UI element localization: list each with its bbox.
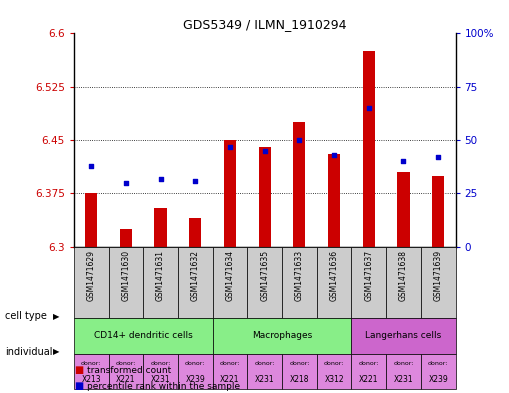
Bar (213, 247, 247, 318)
Bar (328, 154, 340, 247)
Text: X213: X213 (81, 375, 101, 384)
Bar (143, 354, 178, 389)
Text: GSM1471639: GSM1471639 (434, 250, 443, 301)
Bar (363, 51, 375, 247)
Text: donor:: donor: (116, 361, 136, 366)
Text: X231: X231 (255, 375, 274, 384)
Bar (317, 247, 351, 318)
Text: CD14+ dendritic cells: CD14+ dendritic cells (94, 331, 192, 340)
Text: cell type: cell type (5, 311, 47, 321)
Text: GSM1471634: GSM1471634 (225, 250, 235, 301)
Bar (282, 247, 317, 318)
Text: donor:: donor: (81, 361, 101, 366)
Point (330, 152, 338, 158)
Text: GSM1471636: GSM1471636 (330, 250, 338, 301)
Text: GSM1471635: GSM1471635 (260, 250, 269, 301)
Bar (247, 247, 282, 318)
Point (156, 175, 164, 182)
Text: ▶: ▶ (53, 312, 60, 321)
Bar (247, 354, 282, 389)
Text: GSM1471638: GSM1471638 (399, 250, 408, 301)
Bar (74, 354, 108, 389)
Bar (213, 354, 247, 389)
Text: GSM1471631: GSM1471631 (156, 250, 165, 301)
Bar (282, 354, 317, 389)
Bar (386, 247, 421, 318)
Bar (351, 247, 386, 318)
Text: ▶: ▶ (53, 347, 60, 356)
Text: GSM1471632: GSM1471632 (191, 250, 200, 301)
Bar (421, 247, 456, 318)
Bar (74, 318, 213, 354)
Bar (108, 354, 143, 389)
Bar (143, 247, 178, 318)
Text: Macrophages: Macrophages (252, 331, 312, 340)
Text: ■: ■ (74, 365, 83, 375)
Text: X221: X221 (359, 375, 379, 384)
Text: GSM1471629: GSM1471629 (87, 250, 96, 301)
Text: X231: X231 (151, 375, 171, 384)
Bar (351, 318, 456, 354)
Point (295, 137, 303, 143)
Text: individual: individual (5, 347, 52, 357)
Text: donor:: donor: (185, 361, 206, 366)
Text: donor:: donor: (393, 361, 414, 366)
Text: donor:: donor: (220, 361, 240, 366)
Point (261, 148, 269, 154)
Point (226, 143, 234, 150)
Text: X239: X239 (429, 375, 448, 384)
Text: X221: X221 (116, 375, 135, 384)
Text: GSM1471633: GSM1471633 (295, 250, 304, 301)
Point (434, 154, 442, 160)
Bar (259, 147, 271, 247)
Text: X231: X231 (393, 375, 413, 384)
Bar (224, 140, 236, 247)
Bar (178, 354, 213, 389)
Text: X312: X312 (324, 375, 344, 384)
Point (87, 163, 95, 169)
Text: X239: X239 (185, 375, 205, 384)
Point (400, 158, 408, 165)
Text: donor:: donor: (150, 361, 171, 366)
Text: transformed count: transformed count (87, 366, 171, 375)
Bar (74, 247, 108, 318)
Text: donor:: donor: (289, 361, 309, 366)
Text: donor:: donor: (254, 361, 275, 366)
Bar (386, 354, 421, 389)
Text: GSM1471630: GSM1471630 (121, 250, 130, 301)
Bar (398, 172, 410, 247)
Bar (155, 208, 166, 247)
Text: Langerhans cells: Langerhans cells (365, 331, 442, 340)
Point (122, 180, 130, 186)
Bar (85, 193, 97, 247)
Bar (213, 318, 351, 354)
Text: ■: ■ (74, 381, 83, 391)
Text: donor:: donor: (324, 361, 344, 366)
Bar (293, 122, 305, 247)
Text: donor:: donor: (359, 361, 379, 366)
Text: percentile rank within the sample: percentile rank within the sample (87, 382, 240, 391)
Bar (189, 219, 202, 247)
Bar (432, 176, 444, 247)
Bar (178, 247, 213, 318)
Text: GSM1471637: GSM1471637 (364, 250, 373, 301)
Bar (120, 229, 132, 247)
Title: GDS5349 / ILMN_1910294: GDS5349 / ILMN_1910294 (183, 18, 347, 31)
Text: donor:: donor: (428, 361, 448, 366)
Bar (421, 354, 456, 389)
Bar (317, 354, 351, 389)
Point (191, 178, 200, 184)
Bar (108, 247, 143, 318)
Bar (351, 354, 386, 389)
Text: X221: X221 (220, 375, 240, 384)
Text: X218: X218 (290, 375, 309, 384)
Point (365, 105, 373, 111)
